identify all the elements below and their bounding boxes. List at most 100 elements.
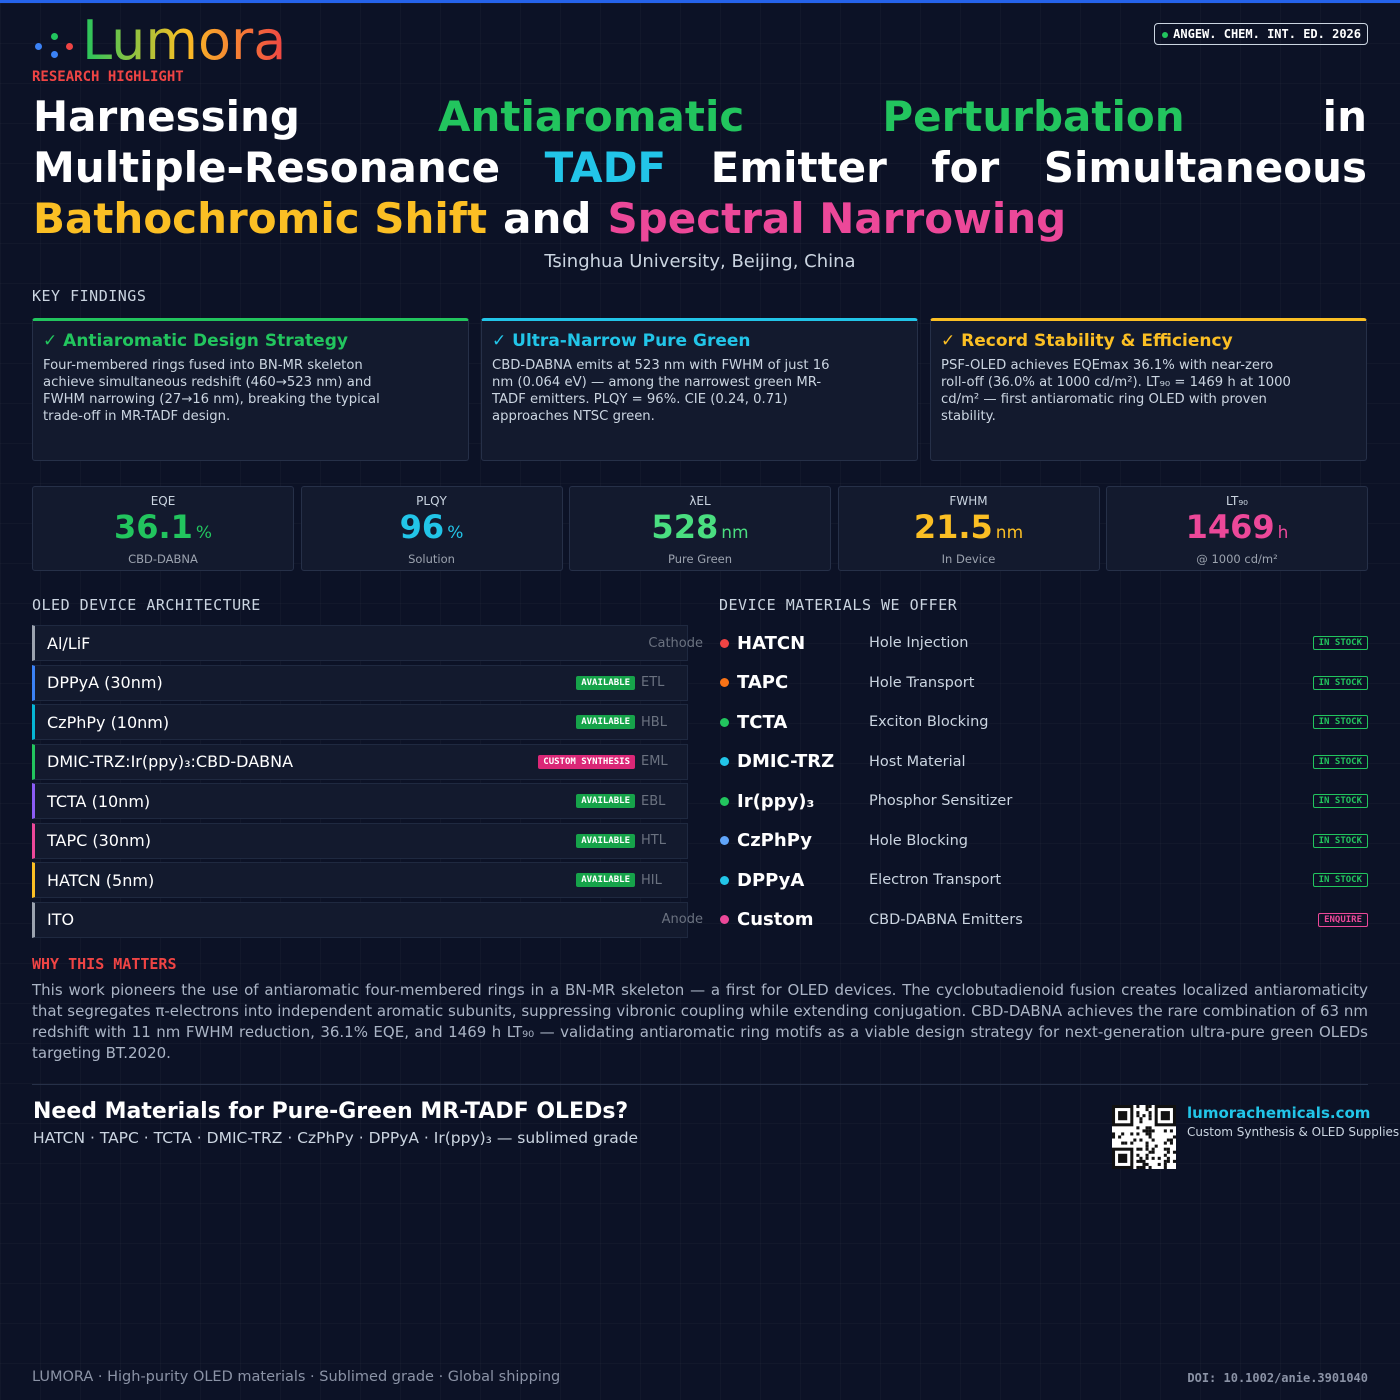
qr-cell — [1172, 1150, 1176, 1154]
paragraph: This work pioneers the use of antiaromat… — [32, 981, 1368, 1062]
layer-name: ITO — [47, 910, 75, 929]
title-word: Simultaneous — [1043, 143, 1367, 192]
layer-row: DPPyA (30nm) AVAILABLE ETL — [32, 664, 688, 701]
cta-title: Need Materials for Pure-Green MR-TADF OL… — [33, 1099, 629, 1124]
title-word: Emitter — [710, 143, 887, 192]
website[interactable]: lumorachemicals.com — [1187, 1104, 1371, 1122]
material-function: Hole Transport — [869, 674, 975, 691]
metric-note: @ 1000 cd/m² — [1196, 552, 1278, 566]
qr-cell — [1136, 1126, 1140, 1130]
finding-card: Antiaromatic Design Strategy Four-membere… — [32, 318, 469, 461]
material-row: HATCN Hole Injection IN STOCK — [718, 625, 1368, 661]
layer-row: CzPhPy (10nm) AVAILABLE HBL — [32, 704, 688, 740]
section-heading: WHY THIS MATTERS — [32, 955, 177, 973]
qr-cell — [1136, 1114, 1140, 1118]
stock-badge: IN STOCK — [1312, 794, 1368, 808]
metric-value: 21.5 — [913, 508, 993, 546]
material-name: CzPhPy — [737, 830, 812, 851]
stock-badge: IN STOCK — [1312, 675, 1368, 690]
metric-value: 96 — [399, 508, 445, 546]
qr-cell — [1139, 1156, 1143, 1160]
metric-value-row: 528 nm — [570, 508, 830, 552]
qr-cell — [1148, 1114, 1152, 1118]
layer-name: Al/LiF — [47, 633, 91, 653]
qr-cell — [1163, 1153, 1167, 1157]
qr-cell — [1142, 1165, 1146, 1169]
layer-row: TAPC (30nm) AVAILABLE HTL — [32, 822, 688, 859]
qr-cell — [1139, 1165, 1143, 1169]
footer-text: LUMORA · High-purity OLED materials · Su… — [32, 1369, 561, 1385]
material-function: Phosphor Sensitizer — [869, 793, 1013, 809]
qr-cell — [1166, 1156, 1170, 1160]
qr-cell — [1142, 1114, 1146, 1118]
card-body: Four-membered rings fused into BN-MR ske… — [43, 358, 380, 424]
logo: Lumora — [32, 11, 286, 71]
qr-cell — [1169, 1138, 1173, 1142]
title-word: Spectral Narrowing — [607, 194, 1067, 243]
metric-note: In Device — [941, 552, 996, 566]
section-heading: DEVICE MATERIALS WE OFFER — [719, 596, 958, 614]
qr-cell — [1148, 1117, 1152, 1121]
metric: EQE 36.1% CBD-DABNA — [32, 486, 294, 571]
doi: DOI: 10.1002/anie.3901040 — [1187, 1371, 1368, 1385]
qr-cell — [1148, 1129, 1152, 1133]
layer-role: ETL — [641, 675, 665, 690]
qr-cell — [1145, 1108, 1149, 1112]
material-name: DPPyA — [737, 869, 805, 891]
qr-cell — [1163, 1141, 1167, 1145]
qr-cell — [1148, 1150, 1152, 1154]
material-row: TCTA Exciton Blocking IN STOCK — [718, 704, 1368, 740]
title-word: Antiaromatic — [438, 92, 745, 141]
card-title: Ultra-Narrow Pure Green — [492, 331, 907, 351]
qr-cell — [1169, 1129, 1173, 1133]
section-heading: OLED DEVICE ARCHITECTURE — [32, 596, 261, 614]
qr-cell — [1133, 1138, 1137, 1142]
qr-cell — [1136, 1165, 1140, 1169]
material-name: TAPC — [737, 672, 789, 693]
stock-badge: IN STOCK — [1312, 715, 1368, 729]
qr-cell — [1142, 1129, 1146, 1133]
metric-label: PLQY — [416, 494, 447, 508]
card-body: CBD-DABNA emits at 523 nm with FWHM of j… — [492, 358, 830, 424]
title-line: Multiple-Resonance TADF Emitter for Simultan… — [33, 142, 1367, 193]
material-name: Custom — [737, 909, 814, 930]
title-word: for — [931, 143, 1000, 192]
qr-cell — [1169, 1141, 1173, 1145]
qr-cell — [1157, 1162, 1161, 1166]
qr-cell — [1145, 1162, 1149, 1166]
qr-cell — [1130, 1141, 1134, 1145]
qr-cell — [1160, 1111, 1170, 1121]
metric-value: 1469 — [1185, 508, 1275, 546]
qr-cell — [1148, 1111, 1152, 1115]
qr-cell — [1154, 1144, 1158, 1148]
qr-cell — [1118, 1135, 1122, 1139]
material-row: DPPyA Electron Transport IN STOCK — [718, 862, 1368, 898]
finding-card: Ultra-Narrow Pure Green CBD-DABNA emits a… — [481, 318, 918, 461]
title-line: Harnessing Antiaromatic Perturbation in — [33, 91, 1367, 142]
stock-badge: IN STOCK — [1312, 873, 1368, 887]
qr-cell — [1166, 1147, 1170, 1151]
metric-note: CBD-DABNA — [128, 552, 198, 566]
material-row: Ir(ppy)₃ Phosphor Sensitizer IN STOCK — [718, 783, 1368, 819]
qr-cell — [1121, 1141, 1125, 1145]
material-function: CBD-DABNA Emitters — [869, 911, 1023, 928]
qr-cell — [1139, 1138, 1143, 1142]
qr-cell — [1130, 1132, 1134, 1136]
material-function: Host Material — [869, 753, 966, 770]
title-word: Perturbation — [882, 92, 1185, 141]
card-body: PSF-OLED achieves EQEmax 36.1% with near… — [941, 358, 1291, 424]
qr-cell — [1139, 1147, 1143, 1151]
qr-cell — [1118, 1111, 1128, 1121]
qr-cell — [1136, 1111, 1140, 1115]
qr-cell — [1151, 1129, 1155, 1133]
title-word: Bathochromic Shift — [33, 194, 488, 243]
title-line: Bathochromic Shift and Spectral Narrowing — [33, 193, 1367, 244]
qr-cell — [1151, 1147, 1155, 1151]
title-word: TADF — [544, 143, 667, 192]
qr-cell — [1148, 1135, 1152, 1139]
material-dot — [720, 638, 729, 648]
tagline: RESEARCH HIGHLIGHT — [32, 69, 184, 85]
material-function: Hole Blocking — [869, 832, 968, 849]
finding-card: Record Stability & Efficiency PSF-OLED ac… — [930, 318, 1367, 461]
